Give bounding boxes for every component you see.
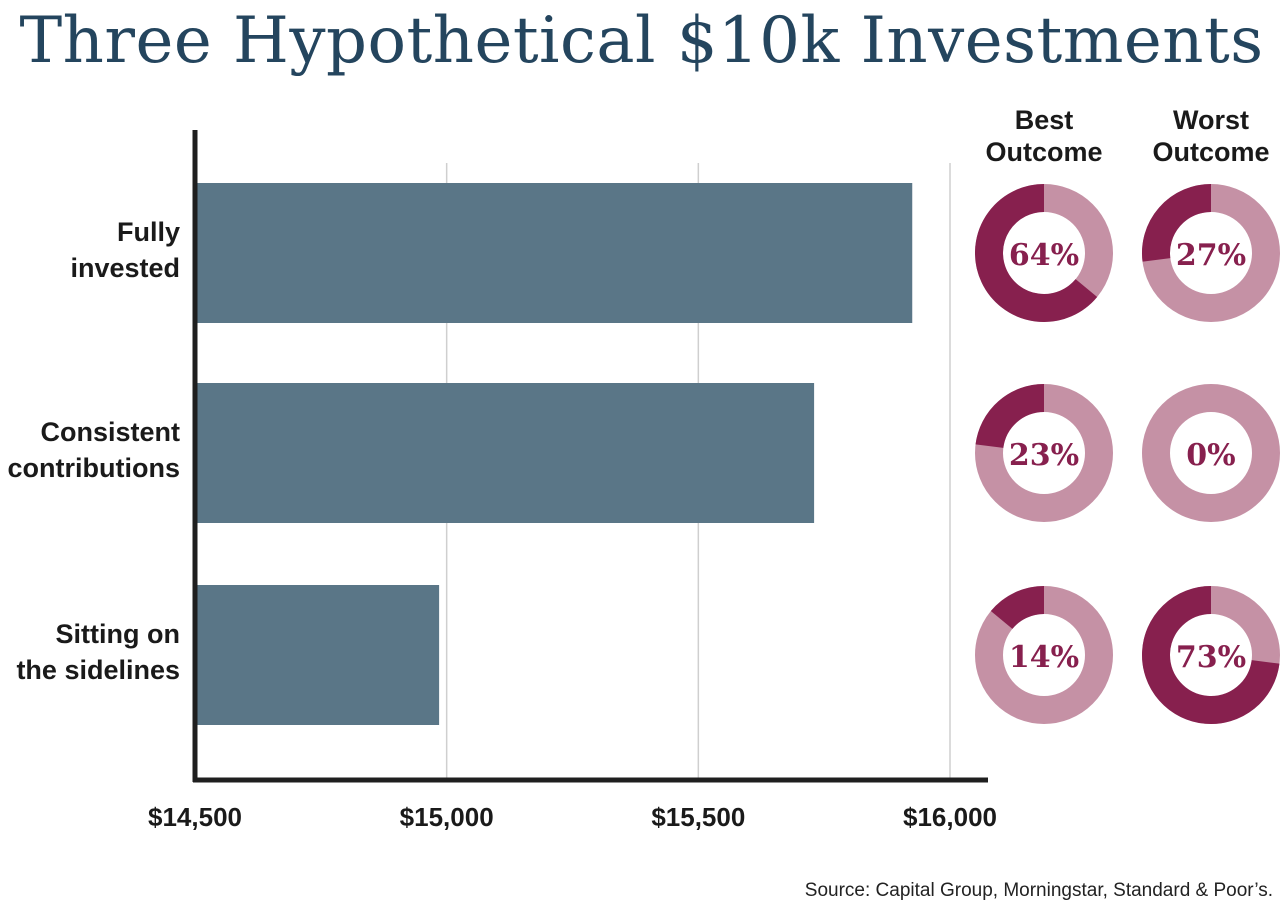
axes [192,130,988,783]
category-label: invested [70,253,180,283]
donut-segment [1142,184,1212,262]
x-tick-label: $16,000 [903,802,997,832]
donut: 27% [1142,184,1280,322]
donut: 23% [975,384,1113,522]
donut-ring [1142,384,1280,522]
category-label: Consistent [40,417,180,447]
donut-label: 73% [1176,640,1246,675]
donut-segment [975,184,1098,322]
x-tick-label: $15,500 [651,802,745,832]
category-label: Sitting on [56,619,180,649]
source-note: Source: Capital Group, Morningstar, Stan… [804,880,1273,901]
bar [195,183,913,323]
donut: 0% [1142,384,1280,522]
donut-charts: 64% 27% 23% 0% 14% 73% [975,184,1280,724]
donut-segment [975,384,1045,449]
donut-segment [1142,586,1280,724]
category-label: contributions [8,453,180,483]
donut-label: 14% [1009,640,1079,675]
donut-header: Worst [1173,105,1249,135]
donut-label: 23% [1009,438,1079,473]
bars [195,183,913,725]
bar [195,383,815,523]
donut-segment [990,586,1045,630]
x-tick-label: $14,500 [148,802,242,832]
chart-title: Three Hypothetical $10k Investments [19,4,1264,78]
category-label: the sidelines [16,655,180,685]
x-tick-labels: $14,500 $15,000 $15,500 $16,000 [148,802,997,832]
donut: 64% [975,184,1113,322]
donut: 14% [975,586,1113,724]
donut: 73% [1142,586,1280,724]
donut-label: 27% [1176,238,1246,273]
category-label: Fully [117,217,180,247]
category-labels: Fully invested Consistent contributions Sitt… [8,217,180,685]
donut-label: 64% [1009,238,1079,273]
bar [195,585,440,725]
donut-header: Outcome [985,137,1102,167]
donut-label: 0% [1186,438,1235,473]
donut-header: Best [1015,105,1074,135]
x-tick-label: $15,000 [400,802,494,832]
donut-header: Outcome [1152,137,1269,167]
